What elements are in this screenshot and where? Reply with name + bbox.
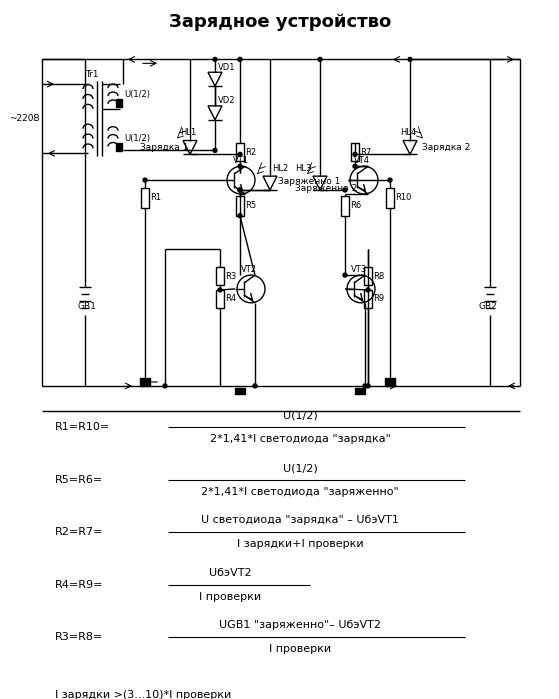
Text: R5: R5 [245, 201, 256, 210]
Text: R10: R10 [395, 194, 411, 203]
Text: I зарядки >(3...10)*I проверки: I зарядки >(3...10)*I проверки [55, 690, 231, 699]
Circle shape [408, 57, 412, 62]
Bar [236, 143, 244, 161]
Text: Зарядка 1: Зарядка 1 [140, 143, 188, 152]
Text: R1: R1 [150, 194, 161, 203]
Text: R1=R10=: R1=R10= [55, 422, 110, 433]
Text: R8: R8 [373, 272, 384, 280]
Text: Заряженно 1: Заряженно 1 [278, 177, 340, 186]
Text: R2: R2 [245, 148, 256, 157]
Bar [341, 196, 349, 216]
Circle shape [238, 188, 242, 192]
Bar [216, 290, 224, 308]
Text: ~220В: ~220В [10, 114, 40, 123]
Text: VT2: VT2 [241, 265, 257, 273]
Circle shape [143, 178, 147, 182]
Text: Tr1: Tr1 [85, 70, 98, 79]
Text: VD2: VD2 [218, 96, 235, 106]
Circle shape [343, 188, 347, 192]
Text: R6: R6 [350, 201, 361, 210]
Text: UбэVT2: UбэVT2 [209, 568, 252, 578]
Text: I проверки: I проверки [269, 644, 331, 654]
Text: Зарядка 2: Зарядка 2 [422, 143, 470, 152]
Circle shape [366, 384, 370, 388]
Circle shape [253, 384, 257, 388]
Bar [386, 188, 394, 208]
Text: R3: R3 [225, 272, 236, 280]
Circle shape [343, 273, 347, 277]
Text: VT3: VT3 [351, 265, 367, 273]
Bar [236, 196, 244, 216]
Circle shape [163, 384, 167, 388]
Circle shape [318, 57, 322, 62]
Circle shape [213, 148, 217, 152]
Bar [116, 143, 122, 152]
Circle shape [238, 164, 242, 168]
Text: R5=R6=: R5=R6= [55, 475, 103, 485]
Text: VD1: VD1 [218, 63, 235, 72]
Circle shape [353, 152, 357, 157]
Text: HL2: HL2 [272, 164, 288, 173]
Bar [385, 378, 395, 386]
Text: GB2: GB2 [479, 302, 498, 311]
Bar [216, 267, 224, 285]
Circle shape [366, 288, 370, 292]
Circle shape [238, 57, 242, 62]
Bar [351, 143, 359, 161]
Circle shape [238, 214, 242, 217]
Text: 2*1,41*I светодиода "зарядка": 2*1,41*I светодиода "зарядка" [210, 434, 390, 445]
Text: HL3: HL3 [295, 164, 311, 173]
Bar [141, 188, 149, 208]
Text: U(1/2): U(1/2) [283, 410, 318, 421]
Text: VT1: VT1 [233, 156, 249, 165]
Circle shape [388, 178, 392, 182]
Circle shape [238, 152, 242, 157]
Bar [364, 290, 372, 308]
Text: U(1/2): U(1/2) [124, 89, 150, 99]
Text: Заряженно 2: Заряженно 2 [295, 184, 357, 192]
Text: UGB1 "заряженно"– UбэVT2: UGB1 "заряженно"– UбэVT2 [219, 621, 381, 630]
Text: R4=R9=: R4=R9= [55, 579, 103, 590]
Text: I зарядки+I проверки: I зарядки+I проверки [236, 539, 363, 549]
Text: GB1: GB1 [78, 302, 97, 311]
Text: U(1/2): U(1/2) [283, 463, 318, 473]
Circle shape [363, 384, 367, 388]
Circle shape [238, 188, 242, 192]
Text: R7: R7 [360, 148, 371, 157]
Circle shape [213, 57, 217, 62]
Text: R9: R9 [373, 294, 384, 303]
Text: R4: R4 [225, 294, 236, 303]
Text: Зарядное устройство: Зарядное устройство [169, 13, 391, 31]
Text: R3=R8=: R3=R8= [55, 633, 103, 642]
Bar [116, 99, 122, 107]
Text: 2*1,41*I светодиода "заряженно": 2*1,41*I светодиода "заряженно" [201, 487, 399, 497]
Bar [364, 267, 372, 285]
Text: U светодиода "зарядка" – UбэVT1: U светодиода "зарядка" – UбэVT1 [201, 515, 399, 526]
Circle shape [218, 288, 222, 292]
Bar [140, 378, 150, 386]
Text: VT4: VT4 [354, 156, 370, 165]
Text: HL1: HL1 [180, 128, 196, 137]
Text: HL4: HL4 [400, 128, 416, 137]
Circle shape [353, 164, 357, 168]
Text: R2=R7=: R2=R7= [55, 527, 103, 538]
Bar [235, 388, 245, 394]
Text: U(1/2): U(1/2) [124, 134, 150, 143]
Text: I проверки: I проверки [199, 591, 261, 602]
Bar [355, 388, 365, 394]
